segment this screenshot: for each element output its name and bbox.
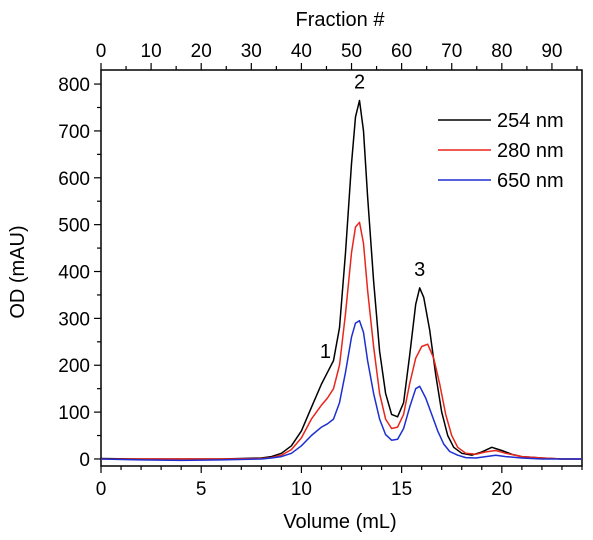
- top-tick-label: 60: [391, 41, 412, 62]
- series-line-650-nm: [100, 319, 582, 462]
- top-tick-label: 90: [541, 41, 562, 62]
- top-tick-label: 40: [291, 41, 312, 62]
- peak-label: 2: [354, 72, 365, 94]
- bottom-axis: 0 5 10 15 20: [96, 466, 583, 500]
- series-layer: [100, 99, 582, 462]
- y-tick-label: 800: [58, 75, 90, 96]
- y-axis-title: OD (mAU): [7, 225, 29, 318]
- x-tick-label: 5: [196, 479, 207, 500]
- top-tick-label: 20: [191, 41, 212, 62]
- top-tick-label: 30: [241, 41, 262, 62]
- y-tick-label: 500: [58, 216, 90, 237]
- legend-label: 650 nm: [497, 170, 564, 192]
- top-tick-label: 80: [491, 41, 512, 62]
- legend-label: 254 nm: [497, 110, 564, 132]
- x-tick-label: 0: [96, 479, 107, 500]
- y-tick-label: 700: [58, 122, 90, 143]
- y-tick-label: 400: [58, 263, 90, 284]
- y-tick-label: 300: [58, 309, 90, 330]
- peak-label: 1: [320, 341, 331, 363]
- legend-label: 280 nm: [497, 140, 564, 162]
- top-tick-label: 0: [96, 41, 107, 62]
- x-tick-label: 20: [491, 479, 512, 500]
- y-tick-label: 600: [58, 169, 90, 190]
- legend: 254 nm 280 nm 650 nm: [438, 110, 564, 192]
- y-tick-label: 100: [58, 403, 90, 424]
- series-line-280-nm: [101, 221, 582, 460]
- top-axis: 0 10 20 30 40 50 60 70 80 90: [96, 41, 578, 70]
- x-tick-label: 15: [391, 479, 412, 500]
- x-axis-title: Volume (mL): [283, 511, 396, 533]
- top-tick-label: 10: [141, 41, 162, 62]
- peak-label: 3: [414, 259, 425, 281]
- left-axis: 0 100 200 300 400 500 600 700 800: [58, 75, 101, 471]
- x-tick-label: 10: [291, 479, 312, 500]
- y-tick-label: 200: [58, 356, 90, 377]
- top-tick-label: 70: [441, 41, 462, 62]
- top-axis-title: Fraction #: [296, 9, 386, 31]
- annotation-layer: 1 2 3: [320, 72, 425, 363]
- top-tick-label: 50: [341, 41, 362, 62]
- y-tick-label: 0: [79, 450, 90, 471]
